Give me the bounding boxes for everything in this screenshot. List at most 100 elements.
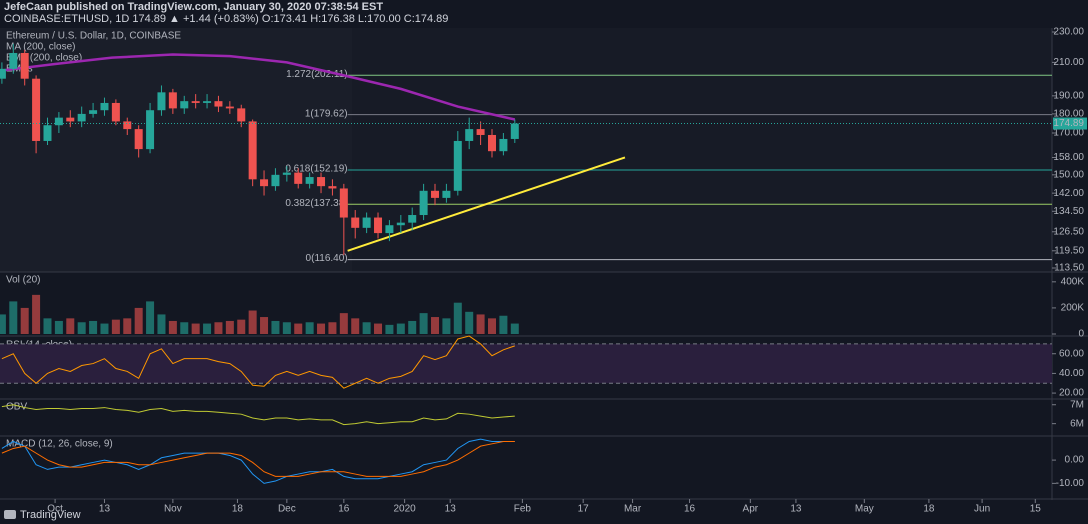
logo xyxy=(4,510,16,519)
volume-bar xyxy=(282,322,291,334)
candle-body xyxy=(374,217,383,234)
ticker-line: COINBASE:ETHUSD, 1D 174.89 ▲ +1.44 (+0.8… xyxy=(4,13,448,25)
candle-body xyxy=(351,217,360,228)
x-tick-label: 15 xyxy=(1030,504,1042,515)
volume-bar xyxy=(214,322,223,334)
volume-bar xyxy=(351,318,360,334)
volume-bar xyxy=(225,320,234,334)
volume-bar xyxy=(271,320,280,334)
y-tick-label: 126.50 xyxy=(1053,226,1084,237)
x-tick-label: Feb xyxy=(514,504,532,515)
x-tick-label: 18 xyxy=(232,504,244,515)
fib-label: 0.618(152.19) xyxy=(285,164,347,175)
y-tick-label: 0.00 xyxy=(1065,455,1085,466)
volume-bar xyxy=(248,310,257,334)
candle-body xyxy=(408,215,417,223)
last-price-label: 174.89 xyxy=(1053,118,1084,129)
volume-bar xyxy=(0,314,6,334)
volume-bar xyxy=(408,320,417,334)
volume-bar xyxy=(419,313,428,334)
candle-body xyxy=(419,190,428,216)
volume-bar xyxy=(396,323,405,334)
shade xyxy=(0,28,352,272)
volume-bar xyxy=(465,311,474,334)
candle-body xyxy=(225,106,234,109)
candle-body xyxy=(260,179,269,187)
candle-body xyxy=(305,177,314,184)
candle-body xyxy=(453,140,462,191)
ma-line xyxy=(1,53,516,121)
candle-body xyxy=(54,117,63,126)
volume-bar xyxy=(431,317,440,334)
candle-body xyxy=(77,113,86,122)
panel-title: Vol (20) xyxy=(6,275,40,286)
x-tick-label: 18 xyxy=(923,504,935,515)
volume-bar xyxy=(237,319,246,334)
candle-body xyxy=(89,110,98,114)
candle-body xyxy=(431,190,440,198)
volume-bar xyxy=(66,318,75,334)
volume-bar xyxy=(374,323,383,334)
candle-body xyxy=(294,172,303,184)
x-tick-label: 16 xyxy=(338,504,350,515)
candle-body xyxy=(385,225,394,234)
x-tick-label: 2020 xyxy=(393,504,416,515)
volume-bar xyxy=(305,322,314,334)
candle-body xyxy=(476,129,485,135)
y-tick-label: 119.50 xyxy=(1054,245,1084,256)
volume-bar xyxy=(510,323,519,334)
candle-body xyxy=(237,108,246,122)
candle-body xyxy=(32,78,41,141)
candle-body xyxy=(0,68,6,79)
candle-body xyxy=(317,177,326,187)
x-tick-label: Nov xyxy=(164,504,182,515)
candle-body xyxy=(499,138,508,152)
y-tick-label: 210.00 xyxy=(1053,57,1084,68)
volume-bar xyxy=(32,294,41,334)
volume-bar xyxy=(453,302,462,334)
volume-bar xyxy=(328,322,337,334)
volume-bar xyxy=(339,313,348,334)
x-tick-label: 13 xyxy=(790,504,802,515)
candle-body xyxy=(111,102,120,122)
volume-bar xyxy=(100,323,109,334)
candle-body xyxy=(146,110,155,150)
y-tick-label: 170.00 xyxy=(1053,128,1084,139)
candle-body xyxy=(271,174,280,187)
y-tick-label: 7M xyxy=(1070,399,1084,410)
candle-body xyxy=(20,52,29,79)
y-tick-label: 230.00 xyxy=(1053,27,1084,38)
chart-title: Ethereum / U.S. Dollar, 1D, COINBASE xyxy=(6,31,181,42)
fib-zone xyxy=(352,28,1052,272)
volume-bar xyxy=(180,322,189,334)
y-tick-label: 180.00 xyxy=(1053,109,1084,120)
candle-body xyxy=(214,101,223,107)
candle-body xyxy=(510,123,519,139)
y-tick-label: -10.00 xyxy=(1056,478,1085,489)
panel-title: OBV xyxy=(6,402,27,413)
y-tick-label: 6M xyxy=(1070,418,1084,429)
candle-body xyxy=(203,101,212,103)
legend-entry: MA (200, close) xyxy=(6,42,75,53)
last-price-box xyxy=(1053,117,1087,130)
volume-bar xyxy=(89,320,98,334)
y-tick-label: 40.00 xyxy=(1059,368,1084,379)
x-tick-label: Jun xyxy=(974,504,990,515)
y-tick-label: 0 xyxy=(1078,329,1084,340)
volume-bar xyxy=(168,320,177,334)
volume-bar xyxy=(157,314,166,334)
indicator-line xyxy=(1,438,515,484)
candle-body xyxy=(396,222,405,226)
volume-bar xyxy=(9,301,18,334)
candle-body xyxy=(123,121,132,130)
x-tick-label: 13 xyxy=(445,504,457,515)
candle-body xyxy=(180,101,189,109)
volume-bar xyxy=(77,322,86,334)
volume-bar xyxy=(499,315,508,334)
indicator-line xyxy=(1,404,515,426)
candle-body xyxy=(66,117,75,122)
y-tick-label: 200K xyxy=(1061,303,1085,314)
y-tick-label: 150.00 xyxy=(1053,169,1084,180)
candle-body xyxy=(191,101,200,103)
volume-bar xyxy=(476,314,485,334)
